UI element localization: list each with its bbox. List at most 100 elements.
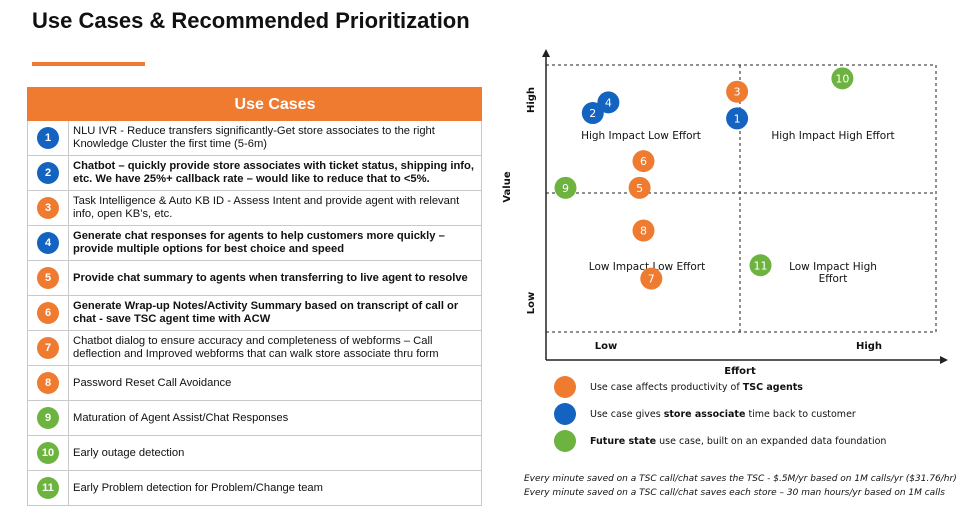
use-case-point-2 (581, 102, 604, 125)
row-number-badge: 7 (37, 337, 59, 359)
page-title: Use Cases & Recommended Prioritization (32, 8, 470, 33)
use-case-point-label: 10 (835, 72, 849, 85)
footnote-tsc: Every minute saved on a TSC call/chat sa… (524, 474, 957, 484)
use-case-point-11 (749, 254, 772, 277)
table-row: 1 NLU IVR - Reduce transfers significantl… (27, 120, 482, 156)
header-number-cell (27, 87, 69, 121)
y-axis-label: Value (502, 171, 513, 202)
row-number-cell: 5 (27, 260, 69, 296)
prioritization-matrix: High Value Low Low High Effort High Impact Low… (502, 49, 948, 377)
legend-label: Use case affects productivity of TSC age… (590, 382, 803, 393)
row-description: Generate chat responses for agents to he… (68, 225, 482, 261)
use-case-point-label: 4 (605, 96, 612, 109)
x-axis-high-label: High (856, 341, 882, 352)
use-case-point-3 (726, 80, 749, 103)
x-axis-label: Effort (724, 366, 756, 377)
row-description: Chatbot – quickly provide store associat… (68, 155, 482, 191)
use-case-point-4 (597, 91, 620, 114)
y-axis-arrow (542, 49, 550, 57)
use-case-point-10 (831, 67, 854, 90)
use-case-point-label: 1 (734, 112, 741, 125)
quadrant-label-low-impact-high-effort: Low Impact High (789, 261, 877, 273)
row-number-cell: 3 (27, 190, 69, 226)
row-number-cell: 2 (27, 155, 69, 191)
table-row: 3 Task Intelligence & Auto KB ID - Assess… (27, 190, 482, 226)
use-case-point-label: 9 (562, 182, 569, 195)
row-description: Generate Wrap-up Notes/Activity Summary … (68, 295, 482, 331)
legend-label: Future state use case, built on an expan… (590, 436, 886, 447)
use-cases-table: Use Cases 1 NLU IVR - Reduce transfers si… (27, 87, 482, 506)
table-row: 11 Early Problem detection for Problem/Ch… (27, 470, 482, 506)
row-number-badge: 11 (37, 477, 59, 499)
y-axis-high-label: High (526, 87, 537, 113)
use-case-point-label: 5 (636, 182, 643, 195)
use-case-point-label: 2 (589, 107, 596, 120)
footnote-store: Every minute saved on a TSC call/chat sa… (524, 488, 945, 498)
title-accent-bar (32, 62, 145, 66)
row-number-badge: 4 (37, 232, 59, 254)
row-number-cell: 4 (27, 225, 69, 261)
use-case-point-9 (554, 176, 577, 199)
use-case-point-label: 3 (734, 86, 741, 99)
row-description: Early outage detection (68, 435, 482, 471)
row-number-cell: 7 (27, 330, 69, 366)
quadrant-label-low-impact-high-effort-line2: Effort (819, 273, 848, 285)
matrix-border (545, 64, 937, 333)
quadrant-label-low-impact-low-effort: Low Impact Low Effort (589, 261, 705, 273)
use-case-point-label: 8 (640, 225, 647, 238)
quadrant-label-high-impact-low-effort: High Impact Low Effort (581, 130, 701, 142)
use-cases-table-body: 1 NLU IVR - Reduce transfers significantl… (27, 120, 482, 506)
legend-text-bold: Future state (590, 435, 657, 447)
row-description: Early Problem detection for Problem/Chan… (68, 470, 482, 506)
legend-text-prefix: Use case gives (590, 408, 664, 420)
legend-item: Use case affects productivity of TSC age… (554, 376, 803, 398)
row-number-cell: 10 (27, 435, 69, 471)
y-axis-low-label: Low (526, 292, 537, 314)
table-header: Use Cases (68, 87, 482, 121)
legend-text-suffix: use case, built on an expanded data foun… (656, 435, 887, 447)
row-number-badge: 10 (37, 442, 59, 464)
use-case-point-label: 11 (754, 259, 768, 272)
table-row: 10 Early outage detection (27, 435, 482, 471)
use-case-point-6 (632, 150, 655, 173)
use-case-point-8 (632, 219, 655, 242)
row-number-badge: 6 (37, 302, 59, 324)
legend-text-bold: store associate (663, 408, 746, 420)
table-row: 8 Password Reset Call Avoidance (27, 365, 482, 401)
row-number-cell: 6 (27, 295, 69, 331)
legend-item: Use case gives store associate time back… (554, 403, 856, 425)
row-description: Provide chat summary to agents when tran… (68, 260, 482, 296)
table-header-row: Use Cases (27, 87, 482, 121)
legend-dot (554, 376, 576, 398)
row-description: Maturation of Agent Assist/Chat Response… (68, 400, 482, 436)
row-number-badge: 8 (37, 372, 59, 394)
table-row: 4 Generate chat responses for agents to h… (27, 225, 482, 261)
row-number-cell: 8 (27, 365, 69, 401)
table-row: 2 Chatbot – quickly provide store associa… (27, 155, 482, 191)
row-number-badge: 1 (37, 127, 59, 149)
row-number-cell: 11 (27, 470, 69, 506)
legend-text-prefix: Use case affects productivity of (590, 381, 743, 393)
legend-label: Use case gives store associate time back… (590, 409, 856, 420)
row-number-badge: 3 (37, 197, 59, 219)
row-number-badge: 9 (37, 407, 59, 429)
quadrant-label-high-impact-high-effort: High Impact High Effort (771, 130, 894, 142)
row-description: Password Reset Call Avoidance (68, 365, 482, 401)
use-case-point-label: 6 (640, 155, 647, 168)
x-axis-low-label: Low (595, 341, 617, 352)
row-number-cell: 9 (27, 400, 69, 436)
legend-text-bold: TSC agents (742, 381, 803, 393)
legend-item: Future state use case, built on an expan… (554, 430, 886, 452)
row-number-badge: 2 (37, 162, 59, 184)
table-row: 9 Maturation of Agent Assist/Chat Respons… (27, 400, 482, 436)
use-case-point-1 (726, 107, 749, 130)
table-row: 5 Provide chat summary to agents when tra… (27, 260, 482, 296)
table-row: 7 Chatbot dialog to ensure accuracy and c… (27, 330, 482, 366)
row-number-cell: 1 (27, 120, 69, 156)
row-description: Chatbot dialog to ensure accuracy and co… (68, 330, 482, 366)
row-description: NLU IVR - Reduce transfers significantly… (68, 120, 482, 156)
table-row: 6 Generate Wrap-up Notes/Activity Summary… (27, 295, 482, 331)
x-axis-arrow (940, 356, 948, 364)
legend-dot (554, 403, 576, 425)
use-case-point-label: 7 (648, 273, 655, 286)
